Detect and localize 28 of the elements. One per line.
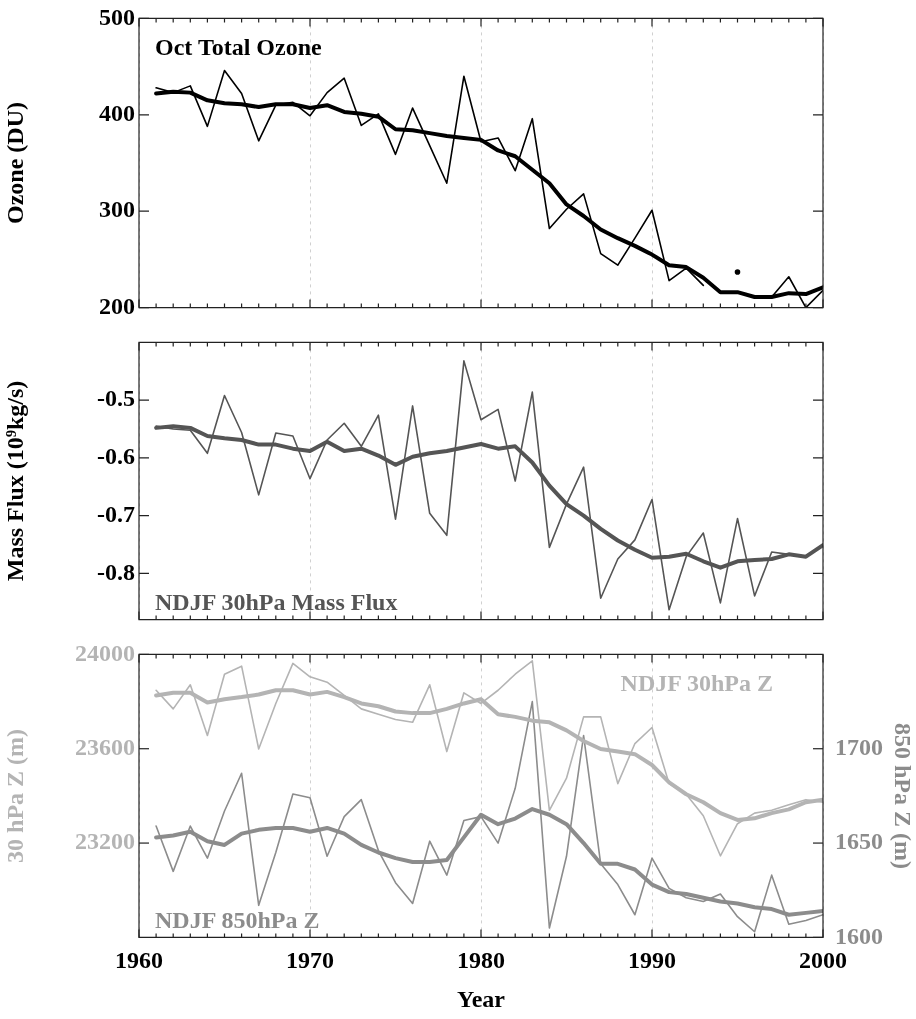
y-axis-title: 30 hPa Z (m): [1, 728, 28, 863]
y-tick-label: -0.8: [97, 558, 135, 585]
y2-tick-label: 1650: [835, 828, 883, 855]
y2-axis-title: 850 hPa Z (m): [890, 722, 916, 869]
x-tick-label: 1970: [286, 947, 334, 973]
y-axis-title: Ozone (DU): [1, 102, 28, 224]
x-tick-label: 1960: [115, 947, 163, 973]
series-label: Oct Total Ozone: [155, 33, 323, 60]
x-axis-title: Year: [457, 985, 506, 1012]
y2-tick-label: 1600: [835, 922, 883, 949]
y-tick-label: 23600: [75, 733, 135, 760]
x-tick-label: 2000: [799, 947, 847, 973]
series-label: NDJF 30hPa Z: [620, 669, 773, 696]
y-tick-label: 24000: [75, 639, 135, 666]
y-tick-label: -0.6: [97, 443, 135, 470]
y-tick-label: -0.7: [97, 500, 135, 527]
y2-tick-label: 1700: [835, 733, 883, 760]
x-tick-label: 1980: [457, 947, 505, 973]
series-label: NDJF 850hPa Z: [155, 906, 320, 933]
y-tick-label: 400: [99, 100, 135, 126]
y-tick-label: 200: [99, 292, 135, 319]
y-tick-label: 23200: [75, 828, 135, 855]
x-tick-label: 1990: [628, 947, 676, 973]
text: NDJF 30hPa Mass Flux: [155, 588, 398, 615]
y-tick-label: 500: [99, 3, 135, 30]
y-tick-label: -0.5: [97, 385, 135, 412]
y-tick-label: 300: [99, 196, 135, 223]
y-axis-title: Mass Flux (10⁹kg/s): [1, 380, 28, 582]
